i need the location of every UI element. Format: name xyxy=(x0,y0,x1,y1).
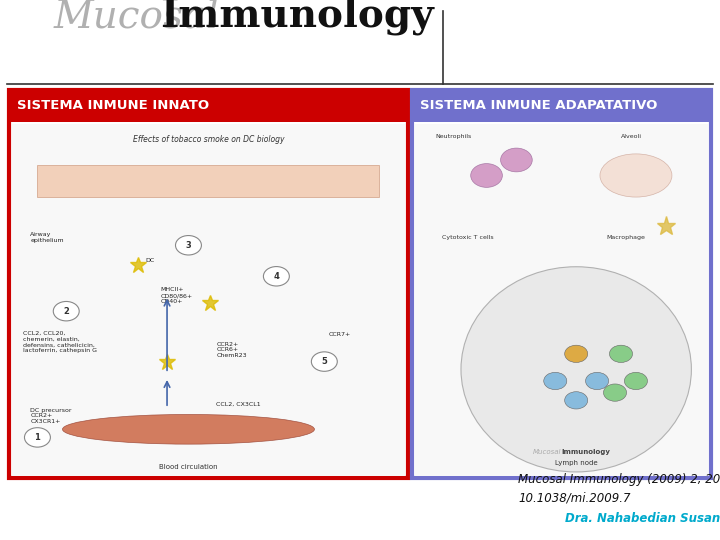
Text: 1: 1 xyxy=(35,433,40,442)
Text: CCL2, CX3CL1: CCL2, CX3CL1 xyxy=(217,402,261,407)
Text: Lymph node: Lymph node xyxy=(555,460,598,466)
Text: 10.1038/mi.2009.7: 10.1038/mi.2009.7 xyxy=(518,492,631,505)
Text: CCR7+: CCR7+ xyxy=(328,332,351,337)
Bar xyxy=(412,90,711,478)
Text: Dra. Nahabedian Susana: Dra. Nahabedian Susana xyxy=(565,512,720,525)
Bar xyxy=(412,90,711,122)
Ellipse shape xyxy=(63,415,315,444)
Text: 4: 4 xyxy=(274,272,279,281)
Text: 5: 5 xyxy=(321,357,328,366)
Circle shape xyxy=(53,301,79,321)
Text: SISTEMA INMUNE ADAPATATIVO: SISTEMA INMUNE ADAPATATIVO xyxy=(420,99,658,112)
Text: Effects of tobacco smoke on DC biology: Effects of tobacco smoke on DC biology xyxy=(132,135,284,144)
Text: Macrophage: Macrophage xyxy=(606,235,645,240)
Text: Alveoli: Alveoli xyxy=(621,134,642,139)
Text: Immunology: Immunology xyxy=(562,449,611,455)
Circle shape xyxy=(609,345,633,362)
Circle shape xyxy=(603,384,626,401)
Text: CCR2+
CCR6+
ChemR23: CCR2+ CCR6+ ChemR23 xyxy=(217,342,247,358)
Text: MHCII+
CD80/86+
CD40+: MHCII+ CD80/86+ CD40+ xyxy=(161,287,193,304)
Text: Immunology: Immunology xyxy=(161,0,434,35)
Circle shape xyxy=(264,267,289,286)
Circle shape xyxy=(311,352,337,372)
Text: Blood circulation: Blood circulation xyxy=(159,464,217,470)
Circle shape xyxy=(544,373,567,390)
Bar xyxy=(9,90,408,478)
Text: Airway
epithelium: Airway epithelium xyxy=(30,232,64,243)
Ellipse shape xyxy=(461,267,691,472)
Circle shape xyxy=(500,148,532,172)
Text: DC precursor
CCR2+
CX3CR1+: DC precursor CCR2+ CX3CR1+ xyxy=(30,408,72,424)
Text: 3: 3 xyxy=(186,241,192,250)
Text: Neutrophils: Neutrophils xyxy=(436,134,472,139)
Text: 2: 2 xyxy=(63,307,69,316)
Circle shape xyxy=(24,428,50,447)
Circle shape xyxy=(624,373,647,390)
Bar xyxy=(9,90,408,122)
Text: SISTEMA INMUNE INNATO: SISTEMA INMUNE INNATO xyxy=(17,99,210,112)
Circle shape xyxy=(564,345,588,362)
Text: Cytotoxic T cells: Cytotoxic T cells xyxy=(441,235,493,240)
Bar xyxy=(37,165,379,197)
Text: Mucosal: Mucosal xyxy=(54,0,220,35)
Ellipse shape xyxy=(600,154,672,197)
Circle shape xyxy=(471,164,503,187)
Circle shape xyxy=(585,373,608,390)
Text: Mucosal Immunology (2009) 2, 206-219.: Mucosal Immunology (2009) 2, 206-219. xyxy=(518,473,720,486)
Text: Mucosal: Mucosal xyxy=(533,449,562,455)
Text: DC: DC xyxy=(145,258,155,264)
Bar xyxy=(12,124,405,476)
Text: CCL2, CCL20,
chemerin, elastin,
defensins, cathelicicin,
lactoferrin, cathepsin : CCL2, CCL20, chemerin, elastin, defensin… xyxy=(23,331,97,353)
Circle shape xyxy=(564,392,588,409)
Circle shape xyxy=(176,235,202,255)
Bar xyxy=(415,124,708,476)
